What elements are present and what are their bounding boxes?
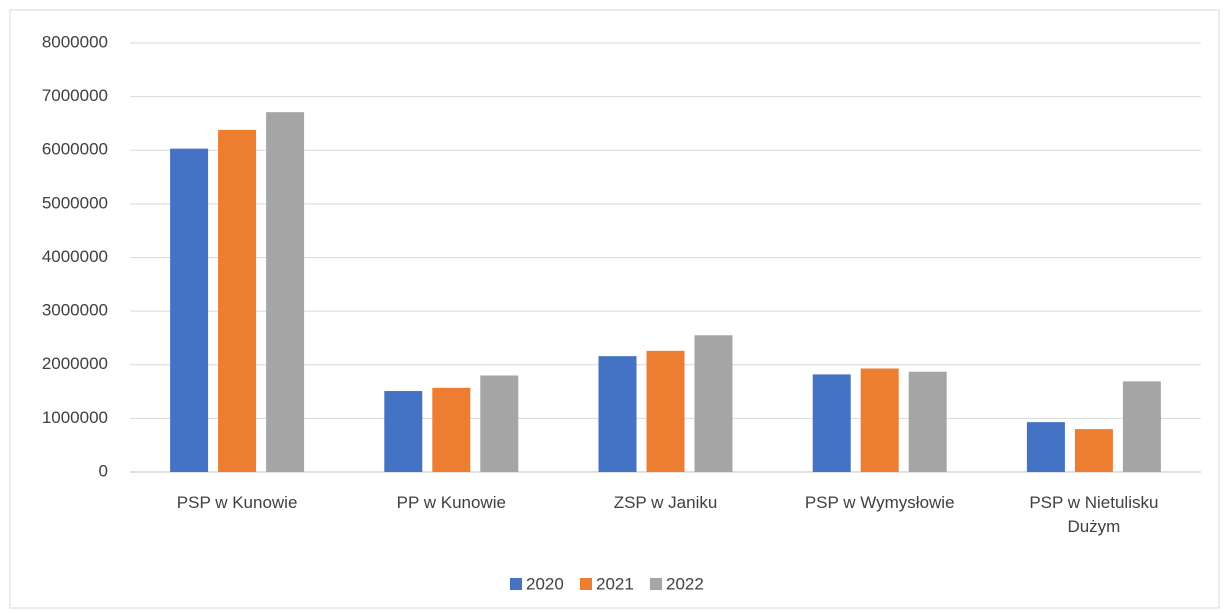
y-tick-label: 6000000 [42, 140, 108, 159]
y-tick-label: 8000000 [42, 32, 108, 51]
bar [1074, 429, 1113, 472]
y-tick-label: 0 [99, 461, 108, 480]
legend-swatch [580, 578, 592, 590]
x-tick-label: PSP w Kunowie [176, 493, 298, 512]
bar [170, 148, 209, 473]
y-tick-label: 3000000 [42, 301, 108, 320]
bar [646, 350, 685, 472]
y-tick-label: 2000000 [42, 354, 108, 373]
y-tick-label: 1000000 [42, 408, 108, 427]
bar [860, 368, 899, 472]
bar [1026, 422, 1065, 472]
legend-swatch [650, 578, 662, 590]
x-tick-label: ZSP w Janiku [613, 493, 718, 512]
legend-label: 2021 [596, 574, 634, 593]
bar [694, 335, 733, 472]
bar [384, 391, 423, 472]
bar [218, 129, 257, 472]
legend-label: 2022 [666, 574, 704, 593]
bar [266, 112, 305, 473]
y-tick-label: 5000000 [42, 193, 108, 212]
bar [480, 375, 519, 472]
y-tick-label: 7000000 [42, 86, 108, 105]
bar [598, 356, 637, 472]
x-tick-label: PP w Kunowie [396, 493, 506, 512]
x-tick-label: PSP w Nietulisku Dużym [1029, 493, 1159, 536]
legend-label: 2020 [526, 574, 564, 593]
chart-border [9, 9, 1220, 609]
bar [1122, 381, 1161, 472]
legend-swatch [510, 578, 522, 590]
bar [432, 387, 471, 472]
y-tick-label: 4000000 [42, 247, 108, 266]
x-tick-label: PSP w Wymysłowie [804, 493, 955, 512]
bar [908, 371, 947, 472]
bar [812, 374, 851, 472]
